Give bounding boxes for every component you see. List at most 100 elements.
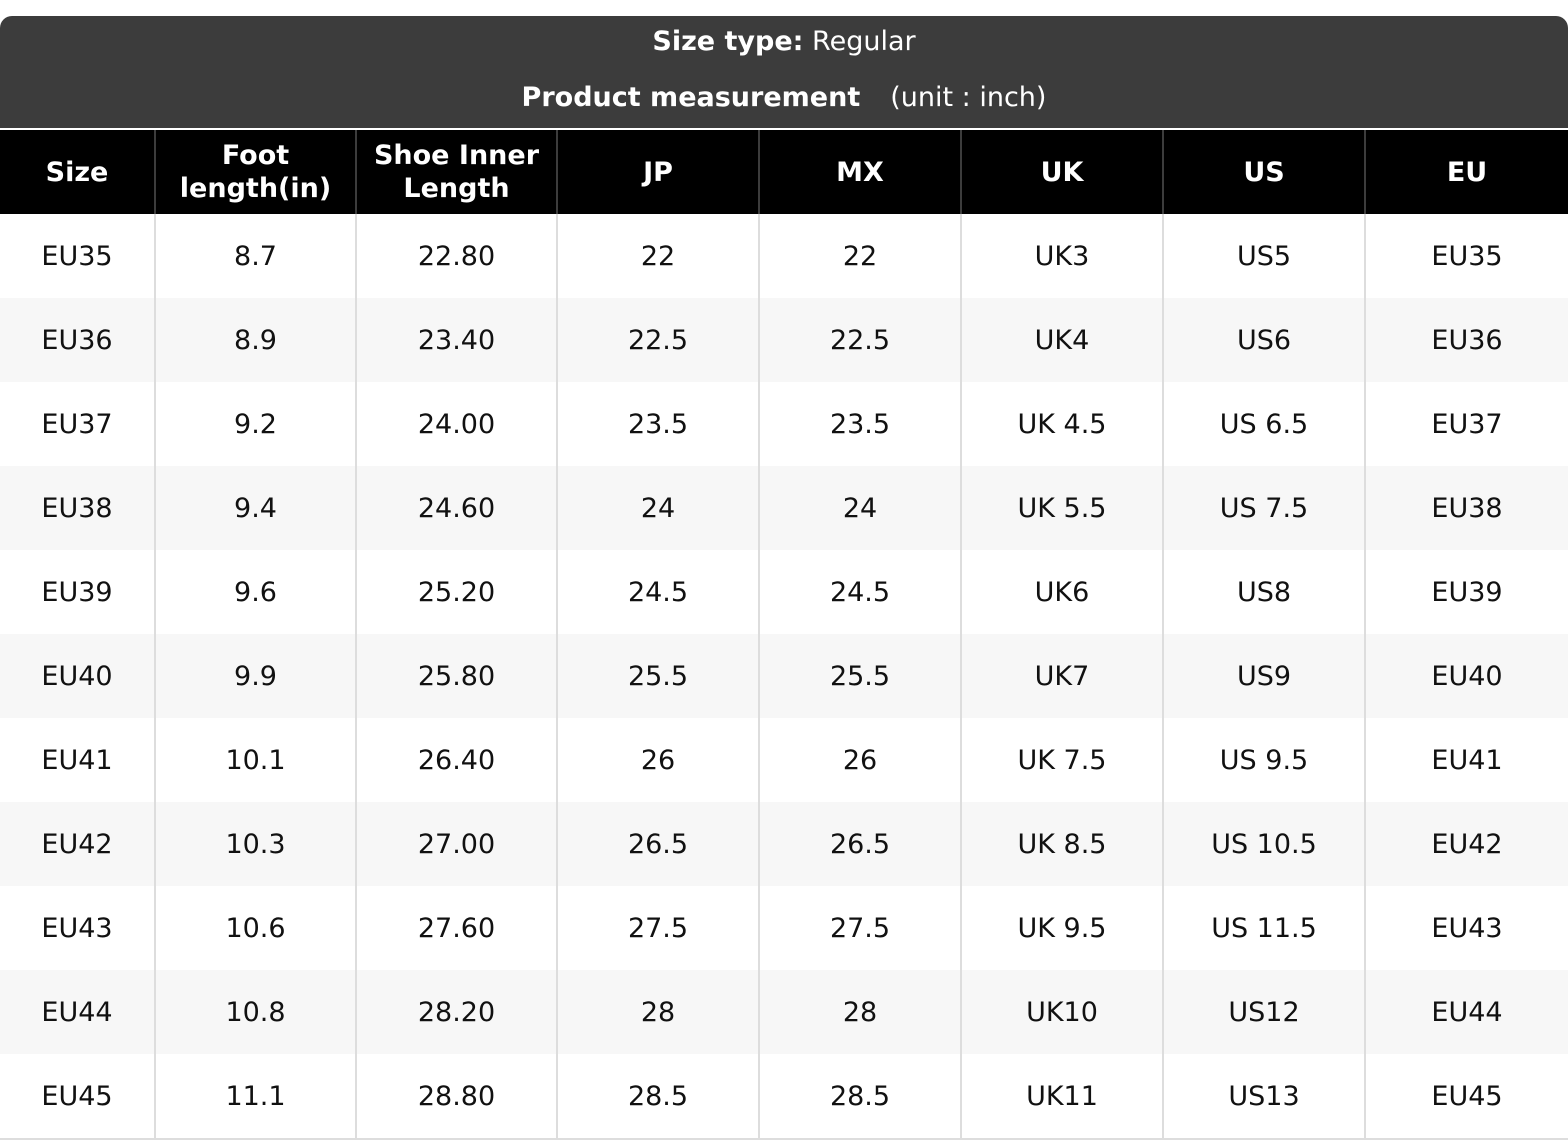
table-cell: 11.1 — [154, 1054, 356, 1140]
table-row: EU45 11.1 28.80 28.5 28.5 UK11 US13 EU45 — [0, 1054, 1568, 1140]
table-cell: US6 — [1162, 298, 1365, 382]
table-cell: 25.80 — [355, 634, 557, 718]
table-row: EU44 10.8 28.20 28 28 UK10 US12 EU44 — [0, 970, 1568, 1054]
table-cell: 23.5 — [556, 382, 759, 466]
table-cell: US 7.5 — [1162, 466, 1365, 550]
table-cell: EU40 — [0, 634, 155, 718]
table-cell: EU39 — [1364, 550, 1568, 634]
table-cell: 10.8 — [154, 970, 356, 1054]
size-type: Regular — [812, 26, 916, 57]
table-cell: 9.6 — [154, 550, 356, 634]
table-cell: EU35 — [1364, 214, 1568, 298]
table-cell: 8.7 — [154, 214, 356, 298]
column-header: Size — [0, 130, 155, 214]
table-cell: 25.20 — [355, 550, 557, 634]
table-cell: EU42 — [0, 802, 155, 886]
table-cell: 26.40 — [355, 718, 557, 802]
column-header: Shoe Inner Length — [355, 130, 557, 214]
table-cell: EU44 — [0, 970, 155, 1054]
table-cell: UK10 — [960, 970, 1163, 1054]
table-row: EU35 8.7 22.80 22 22 UK3 US5 EU35 — [0, 214, 1568, 298]
table-cell: 27.5 — [556, 886, 759, 970]
table-cell: 10.1 — [154, 718, 356, 802]
table-cell: 22.5 — [556, 298, 759, 382]
table-cell: EU36 — [0, 298, 155, 382]
table-cell: 9.2 — [154, 382, 356, 466]
table-cell: 22 — [758, 214, 961, 298]
table-cell: 9.9 — [154, 634, 356, 718]
table-cell: US 10.5 — [1162, 802, 1365, 886]
table-row: EU39 9.6 25.20 24.5 24.5 UK6 US8 EU39 — [0, 550, 1568, 634]
table-cell: 24 — [758, 466, 961, 550]
table-cell: UK3 — [960, 214, 1163, 298]
table-cell: 25.5 — [556, 634, 759, 718]
table-cell: UK 7.5 — [960, 718, 1163, 802]
table-cell: US 6.5 — [1162, 382, 1365, 466]
table-cell: UK 4.5 — [960, 382, 1163, 466]
header-row: Size Foot length(in) Shoe Inner Length JP MX… — [0, 130, 1568, 214]
table-cell: EU37 — [1364, 382, 1568, 466]
table-cell: 28 — [758, 970, 961, 1054]
table-cell: EU37 — [41, 408, 113, 440]
column-header: US — [1162, 130, 1365, 214]
table-cell: EU41 — [1364, 718, 1568, 802]
table-cell: UK4 — [960, 298, 1163, 382]
table-cell: 27.60 — [355, 886, 557, 970]
table-cell: 26.5 — [758, 802, 961, 886]
table-row: EU41 10.1 26.40 26 26 UK 7.5 US 9.5 EU41 — [0, 718, 1568, 802]
title: Product measurement — [521, 82, 861, 113]
table-row: EU37 9.2 24.00 23.5 23.5 UK 4.5 US 6.5 EU37 — [0, 382, 1568, 466]
size-chart: Size type: Regular Product measurement (u… — [0, 16, 1568, 1140]
table-cell: 27.5 — [758, 886, 961, 970]
table-cell: 22.80 — [355, 214, 557, 298]
table-cell: 24.5 — [758, 550, 961, 634]
table-row: EU36 8.9 23.40 22.5 22.5 UK4 US6 EU36 — [0, 298, 1568, 382]
chart-header: Size type: Regular Product measurement (u… — [0, 16, 1568, 128]
table-cell: EU41 — [41, 744, 113, 776]
table-cell: 26.5 — [556, 802, 759, 886]
table-cell: 22 — [556, 214, 759, 298]
table-cell: EU40 — [1364, 634, 1568, 718]
table-cell: UK 9.5 — [960, 886, 1163, 970]
table-cell: EU45 — [0, 1054, 155, 1140]
table-cell: US12 — [1162, 970, 1365, 1054]
table-row: EU43 10.6 27.60 27.5 27.5 UK 9.5 US 11.5 EU43 — [0, 886, 1568, 970]
table-cell: US9 — [1162, 634, 1365, 718]
table-cell: US 9.5 — [1162, 718, 1365, 802]
table-cell: US13 — [1162, 1054, 1365, 1140]
table-cell: EU43 — [41, 912, 113, 944]
table-cell: EU44 — [1364, 970, 1568, 1054]
table-cell: UK 8.5 — [960, 802, 1163, 886]
table-row: EU42 10.3 27.00 26.5 26.5 UK 8.5 US 10.5 EU42 — [0, 802, 1568, 886]
table-cell: 26 — [556, 718, 759, 802]
table-cell: US5 — [1162, 214, 1365, 298]
size-type-line: Size type: Regular — [0, 26, 1568, 57]
column-header: Foot length(in) — [154, 130, 356, 214]
table-cell: 28.5 — [758, 1054, 961, 1140]
table-cell: EU38 — [1364, 466, 1568, 550]
size-type-label: Size type: — [652, 26, 804, 57]
unit: (unit : inch) — [890, 82, 1047, 113]
table-cell: 10.3 — [154, 802, 356, 886]
table-row: EU38 9.4 24.60 24 24 UK 5.5 US 7.5 EU38 — [0, 466, 1568, 550]
table-cell: EU42 — [1364, 802, 1568, 886]
column-header: MX — [758, 130, 961, 214]
table-cell: 9.4 — [154, 466, 356, 550]
table-cell: EU45 — [1364, 1054, 1568, 1140]
table-cell: 24.00 — [355, 382, 557, 466]
table-cell: 24.60 — [355, 466, 557, 550]
table-cell: UK11 — [960, 1054, 1163, 1140]
table-cell: 23.5 — [758, 382, 961, 466]
table-cell: 27.00 — [355, 802, 557, 886]
table-cell: US8 — [1162, 550, 1365, 634]
table-cell: 26 — [758, 718, 961, 802]
table-cell: 23.40 — [355, 298, 557, 382]
table-cell: EU36 — [1364, 298, 1568, 382]
table-cell: 8.9 — [154, 298, 356, 382]
table-cell: EU38 — [0, 466, 155, 550]
table-cell: 22.5 — [758, 298, 961, 382]
table-cell: EU39 — [41, 576, 113, 608]
table-cell: 28.5 — [556, 1054, 759, 1140]
table-cell: 24.5 — [556, 550, 759, 634]
